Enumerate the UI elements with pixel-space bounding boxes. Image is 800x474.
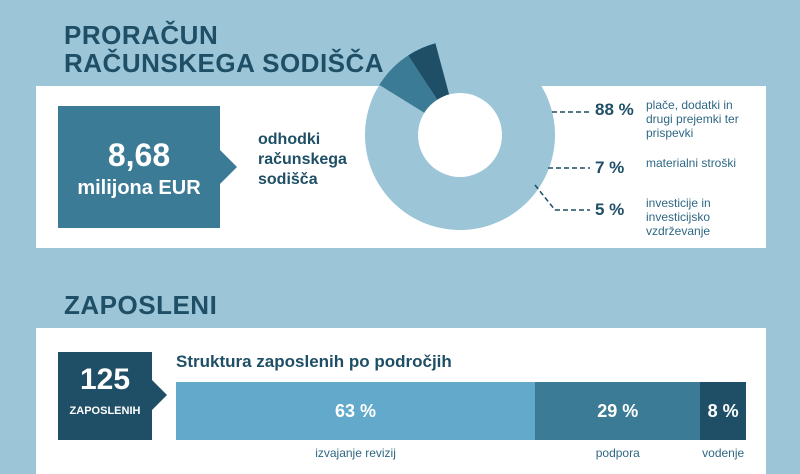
employee-structure-bar: 63 % 29 % 8 % xyxy=(176,382,746,440)
employee-arrow xyxy=(152,380,167,410)
budget-description: odhodki računskega sodišča xyxy=(258,131,347,188)
leader-line-3 xyxy=(534,184,590,211)
employees-title: ZAPOSLENI xyxy=(64,290,218,320)
bar-segment-3: 8 % xyxy=(700,382,746,440)
donut-category-label-3: investicije in investicijsko vzdrževanje xyxy=(646,196,711,238)
bar-category-label-2: podpora xyxy=(595,446,640,460)
bar-category-label-1: izvajanje revizij xyxy=(315,446,396,460)
employee-structure-title: Struktura zaposlenih po področjih xyxy=(176,352,452,371)
employee-count-box: 125 ZAPOSLENIH xyxy=(58,352,152,440)
employee-count-unit: ZAPOSLENIH xyxy=(69,405,141,417)
donut-value-label-3: 5 % xyxy=(595,200,625,219)
donut-category-label-1: plače, dodatki in drugi prejemki ter pri… xyxy=(646,98,739,140)
budget-arrow xyxy=(220,150,237,184)
bar-segment-2: 29 % xyxy=(535,382,701,440)
donut-value-label-2: 7 % xyxy=(595,158,625,177)
budget-amount-box: 8,68 milijona EUR xyxy=(58,106,220,228)
budget-amount-value: 8,68 xyxy=(107,137,171,173)
donut-category-label-2: materialni stroški xyxy=(646,156,737,170)
budget-amount-unit: milijona EUR xyxy=(77,177,201,199)
employee-count-value: 125 xyxy=(79,363,131,396)
bar-category-label-3: vodenje xyxy=(702,446,745,460)
budget-title-line1: PRORAČUN xyxy=(64,20,219,50)
donut-value-label-1: 88 % xyxy=(595,100,634,119)
donut-hole xyxy=(418,93,502,177)
budget-title-line2: RAČUNSKEGA SODIŠČA xyxy=(64,48,385,78)
bar-segment-1: 63 % xyxy=(176,382,536,440)
